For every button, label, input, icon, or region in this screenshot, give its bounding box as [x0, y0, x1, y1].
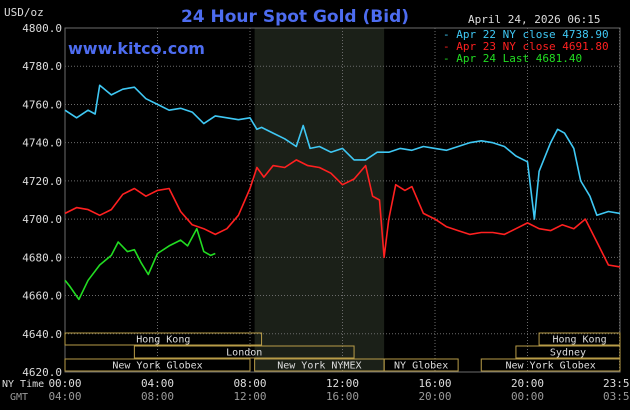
market-session-bar [515, 345, 621, 359]
chart-title: 24 Hour Spot Gold (Bid) [181, 7, 409, 27]
unit-label: USD/oz [4, 6, 44, 19]
nymex-session-shade [254, 28, 385, 372]
chart-legend: - Apr 22 NY close 4738.90 - Apr 23 NY cl… [443, 28, 609, 65]
x-tick-label-gmt: 20:00 [418, 390, 451, 403]
y-tick-label: 4740.0 [22, 137, 62, 150]
y-tick-label: 4660.0 [22, 290, 62, 303]
market-session-bar [538, 332, 621, 346]
y-tick-label: 4700.0 [22, 213, 62, 226]
x-tick-label-gmt: 03:59 [603, 390, 630, 403]
chart-grid [64, 27, 621, 373]
market-session-bar [64, 358, 251, 372]
gmt-row-label: GMT [10, 392, 28, 403]
market-session-label: Hong Kong [136, 335, 190, 346]
market-session-label: New York Globex [505, 361, 595, 372]
y-tick-label: 4760.0 [22, 98, 62, 111]
watermark-url[interactable]: www.kitco.com [68, 39, 205, 58]
x-tick-label-gmt: 08:00 [141, 390, 174, 403]
series-line-apr-22 [64, 84, 621, 220]
plot-frame [64, 27, 621, 373]
legend-item-apr24: - Apr 24 Last 4681.40 [443, 52, 582, 65]
x-tick-label-gmt: 12:00 [233, 390, 266, 403]
x-tick-label-ny: 00:00 [48, 377, 81, 390]
y-tick-label: 4680.0 [22, 251, 62, 264]
legend-item-apr22: - Apr 22 NY close 4738.90 [443, 28, 609, 41]
y-tick-label: 4720.0 [22, 175, 62, 188]
series-line-apr-24 [64, 227, 216, 301]
market-session-bar [133, 345, 355, 359]
y-tick-label: 4640.0 [22, 328, 62, 341]
market-session-label: Hong Kong [552, 335, 606, 346]
x-tick-label-ny: 20:00 [511, 377, 544, 390]
legend-item-apr23: - Apr 23 NY close 4691.80 [443, 40, 609, 53]
y-tick-label: 4780.0 [22, 60, 62, 73]
ny-time-row-label: NY Time [2, 379, 44, 390]
x-tick-label-ny: 08:00 [233, 377, 266, 390]
date-label: April 24, 2026 06:15 [468, 13, 600, 26]
market-session-label: NY Globex [394, 361, 448, 372]
x-tick-label-ny: 04:00 [141, 377, 174, 390]
price-series-lines [64, 84, 621, 301]
market-session-label: London [226, 348, 262, 359]
x-tick-label-ny: 16:00 [418, 377, 451, 390]
market-session-label: Sydney [550, 348, 586, 359]
y-axis: 4620.0 4640.0 4660.0 4680.0 4700.0 4720.0 4740… [22, 22, 62, 379]
market-session-bar [383, 358, 459, 372]
x-tick-label-gmt: 04:00 [48, 390, 81, 403]
x-tick-label-ny: 12:00 [326, 377, 359, 390]
market-session-bar [480, 358, 621, 372]
x-axis: 00:0004:0004:0008:0008:0012:0012:0016:00… [48, 377, 630, 403]
market-session-bars: Hong Kong London New York Globex New York N… [64, 332, 621, 372]
market-session-label: New York NYMEX [277, 361, 361, 372]
x-tick-label-ny: 23:59 [603, 377, 630, 390]
x-tick-label-gmt: 16:00 [326, 390, 359, 403]
market-session-bar [64, 332, 263, 346]
series-line-apr-23 [64, 159, 621, 268]
x-tick-label-gmt: 00:00 [511, 390, 544, 403]
market-session-label: New York Globex [112, 361, 202, 372]
y-tick-label: 4620.0 [22, 366, 62, 379]
y-tick-label: 4800.0 [22, 22, 62, 35]
